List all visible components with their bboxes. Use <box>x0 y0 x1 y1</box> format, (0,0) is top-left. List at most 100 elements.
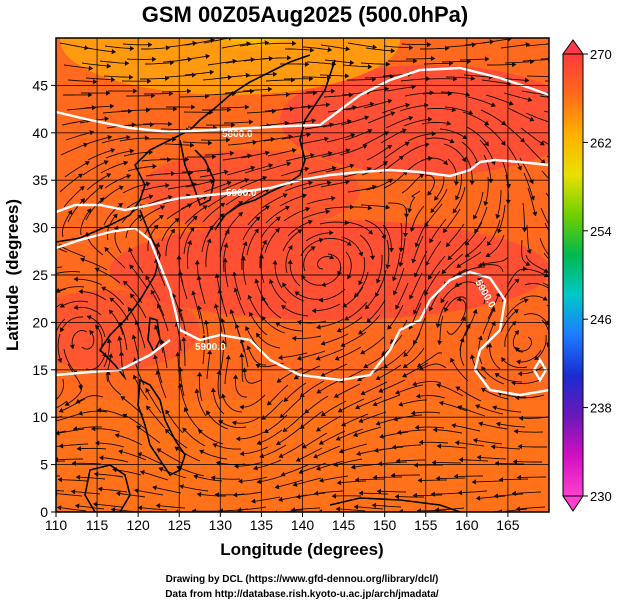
contour-label-5900-b: 5900.0 <box>195 342 226 353</box>
streamline-arrowhead <box>454 440 460 446</box>
streamline-arrowhead <box>543 268 549 273</box>
streamline-arrowhead <box>291 148 297 154</box>
streamline <box>60 300 89 308</box>
streamline <box>74 278 103 286</box>
streamline-arrowhead <box>523 266 528 272</box>
streamline <box>347 42 377 48</box>
streamline <box>198 372 203 402</box>
streamline <box>183 227 195 255</box>
streamline <box>321 400 347 417</box>
streamline <box>145 388 162 414</box>
streamline-arrowhead <box>274 484 280 490</box>
streamline <box>523 172 535 201</box>
streamline <box>451 424 481 432</box>
coastline-new-guinea <box>329 497 461 512</box>
streamline-arrowhead <box>430 55 436 62</box>
streamline-arrowhead <box>129 45 135 52</box>
streamline <box>344 129 373 141</box>
streamline-arrowhead <box>118 351 125 356</box>
streamline <box>505 299 529 318</box>
streamline <box>345 251 352 280</box>
streamline <box>180 55 210 61</box>
streamline <box>321 149 350 158</box>
colorbar: 270 262 254 246 238 230 <box>562 39 612 512</box>
streamline <box>119 137 149 142</box>
streamline <box>87 315 106 338</box>
streamline-arrowhead <box>92 79 98 85</box>
streamline-arrowhead <box>35 487 39 491</box>
streamline-arrowhead <box>437 340 443 346</box>
streamline <box>366 144 392 161</box>
streamline <box>293 477 322 486</box>
contour-5900-east <box>532 357 548 383</box>
streamline <box>251 496 281 503</box>
streamline <box>403 332 421 357</box>
streamline-arrowhead <box>245 325 250 332</box>
streamline <box>63 186 85 208</box>
streamline <box>122 43 152 46</box>
streamline <box>99 457 129 463</box>
streamline-arrowhead <box>282 193 288 199</box>
streamline-arrowhead <box>347 274 352 280</box>
contour-label-5800: 5800.0 <box>222 129 253 140</box>
streamline-arrowhead <box>209 69 215 75</box>
streamline-arrowhead <box>281 305 287 310</box>
coastline-asia-south <box>98 209 161 379</box>
streamline-arrowhead <box>523 298 529 304</box>
streamline <box>396 459 426 462</box>
streamline-arrowhead <box>197 429 203 435</box>
streamline <box>301 275 328 286</box>
streamline-arrowhead <box>272 71 278 77</box>
streamline-arrowhead <box>449 138 455 144</box>
streamline <box>436 477 466 479</box>
streamline-arrowhead <box>79 186 85 191</box>
streamline <box>481 79 511 85</box>
streamline-arrowhead <box>394 494 400 500</box>
streamline <box>345 102 375 111</box>
streamline <box>265 79 295 82</box>
streamline <box>337 480 367 484</box>
streamline <box>515 336 533 352</box>
y-tick-label: 35 <box>32 172 48 188</box>
streamline <box>211 476 241 480</box>
streamline-arrowhead <box>540 159 546 165</box>
streamline-arrowhead <box>329 230 334 236</box>
coastline-asia-north <box>56 54 311 243</box>
streamline-arrowhead <box>59 302 65 308</box>
streamline-arrowhead <box>124 60 130 66</box>
streamline-arrowhead <box>372 401 378 407</box>
streamline-arrowhead <box>385 204 391 210</box>
streamline <box>481 366 505 385</box>
streamline <box>305 90 335 93</box>
streamline <box>381 104 410 114</box>
streamline-arrowhead <box>364 304 370 310</box>
streamline-arrowhead <box>385 264 391 270</box>
streamline-arrowhead <box>360 390 366 396</box>
streamline-arrowhead <box>412 492 417 499</box>
streamline-arrowhead <box>477 262 482 268</box>
streamline <box>444 296 467 312</box>
streamline <box>199 170 229 178</box>
streamline-arrowhead <box>517 443 523 450</box>
streamline <box>316 378 343 394</box>
streamline <box>503 92 532 101</box>
streamline-arrowhead <box>90 426 96 432</box>
streamline <box>103 338 110 368</box>
streamline-arrowhead <box>167 194 173 200</box>
streamline <box>495 462 524 465</box>
streamline <box>502 122 525 143</box>
streamline-arrowhead <box>415 393 421 399</box>
streamline-arrowhead <box>186 88 192 94</box>
streamline <box>420 47 449 50</box>
streamline <box>244 164 273 174</box>
streamline-arrowhead <box>267 86 273 92</box>
streamline <box>476 495 506 500</box>
streamline <box>98 488 128 493</box>
streamline-arrowhead <box>137 505 143 511</box>
streamline-arrowhead <box>313 453 319 459</box>
streamline <box>178 307 187 337</box>
streamline <box>424 174 435 196</box>
streamline <box>473 191 484 220</box>
streamline-arrowhead <box>492 405 498 411</box>
streamline <box>64 161 90 178</box>
